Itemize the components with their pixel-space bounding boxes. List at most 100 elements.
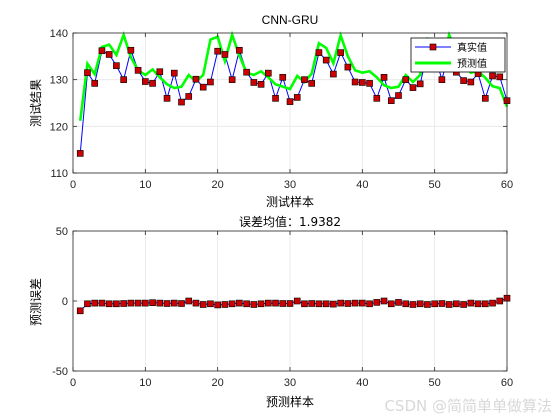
- error-point: [279, 300, 287, 307]
- error-point: [257, 300, 265, 308]
- x-tick-label: 20: [212, 377, 224, 389]
- actual-point: [279, 74, 287, 81]
- actual-point: [380, 74, 388, 81]
- actual-point: [409, 84, 417, 91]
- error-point: [453, 300, 460, 308]
- error-point: [481, 300, 489, 308]
- actual-point: [351, 78, 359, 86]
- error-point: [243, 300, 250, 308]
- y-tick-label: 130: [50, 75, 68, 87]
- y-tick-label: 140: [50, 28, 68, 40]
- error-point: [366, 300, 373, 308]
- y-axis-label: 测试结果: [28, 79, 43, 127]
- error-point: [489, 299, 496, 307]
- actual-point: [264, 69, 272, 77]
- actual-point: [257, 81, 265, 88]
- actual-point: [105, 51, 113, 58]
- y-tick-label: -50: [52, 366, 68, 378]
- error-point: [221, 301, 229, 308]
- x-tick-label: 0: [70, 179, 76, 191]
- error-point: [91, 299, 98, 307]
- actual-point: [185, 93, 193, 100]
- error-point: [402, 300, 410, 308]
- error-point: [149, 299, 156, 306]
- error-point: [250, 301, 258, 308]
- x-tick-label: 40: [356, 377, 368, 389]
- actual-point: [142, 78, 149, 85]
- actual-point: [330, 70, 337, 78]
- error-point: [228, 300, 236, 308]
- actual-point: [416, 80, 424, 88]
- x-axis-label: 预测样本: [266, 394, 314, 409]
- actual-point: [366, 80, 373, 87]
- watermark: CSDN @简简单单做算法: [384, 397, 552, 415]
- error-point: [373, 299, 381, 306]
- x-tick-label: 60: [501, 179, 513, 191]
- error-point: [236, 299, 243, 307]
- x-tick-label: 10: [139, 179, 151, 191]
- actual-point: [228, 76, 236, 83]
- legend-label-true: 真实值: [457, 41, 487, 54]
- actual-point: [402, 76, 410, 83]
- actual-point: [199, 83, 207, 91]
- actual-point: [221, 51, 229, 58]
- actual-point: [76, 150, 84, 157]
- actual-point: [322, 56, 330, 64]
- error-point: [199, 301, 207, 308]
- error-point: [431, 300, 438, 308]
- error-point: [127, 299, 135, 307]
- legend-label-pred: 预测值: [457, 57, 487, 70]
- x-tick-label: 50: [429, 179, 441, 191]
- error-point: [264, 299, 272, 307]
- error-point: [395, 299, 402, 306]
- error-point: [387, 300, 395, 308]
- error-point: [337, 299, 344, 307]
- actual-point: [236, 46, 243, 54]
- actual-point: [120, 76, 127, 83]
- y-axis-label: 预测误差: [29, 278, 43, 326]
- error-point: [98, 299, 106, 307]
- error-point: [113, 300, 120, 308]
- error-point: [286, 300, 294, 307]
- x-tick-label: 30: [284, 179, 296, 191]
- error-point: [156, 299, 164, 307]
- series-layer: [76, 294, 511, 315]
- actual-point: [98, 47, 106, 55]
- x-tick-label: 40: [356, 179, 368, 191]
- actual-point: [293, 94, 301, 101]
- error-point: [272, 299, 279, 307]
- error-point: [170, 299, 178, 307]
- error-point: [322, 300, 330, 308]
- error-point: [330, 300, 337, 308]
- actual-point: [113, 62, 120, 69]
- actual-point: [163, 95, 171, 102]
- error-point: [445, 301, 453, 308]
- actual-point: [359, 79, 366, 86]
- legend-box: [410, 37, 506, 73]
- error-point: [142, 299, 149, 307]
- x-tick-label: 50: [429, 377, 441, 389]
- actual-point: [308, 80, 316, 87]
- actual-point: [315, 49, 323, 56]
- x-tick-label: 30: [284, 377, 296, 389]
- y-tick-label: 110: [50, 168, 68, 180]
- actual-point: [387, 97, 395, 104]
- actual-point: [127, 46, 135, 54]
- actual-point: [344, 63, 352, 71]
- actual-point: [395, 92, 402, 99]
- error-point: [409, 301, 417, 308]
- x-axis-label: 测试样本: [266, 194, 314, 209]
- error-point: [185, 297, 193, 305]
- error-point: [460, 301, 467, 308]
- actual-point: [467, 78, 475, 86]
- legend: 真实值 预测值: [410, 37, 506, 73]
- chart-test-results: CNN-GRU 0 10 20 30 40 50 60 110 120 130 140 测试样本 测…: [28, 13, 513, 209]
- error-point: [134, 299, 142, 307]
- error-point: [84, 300, 91, 308]
- actual-point: [481, 95, 489, 102]
- error-point: [214, 301, 221, 309]
- actual-point: [192, 75, 200, 83]
- actual-point: [337, 49, 344, 56]
- error-point: [120, 300, 127, 307]
